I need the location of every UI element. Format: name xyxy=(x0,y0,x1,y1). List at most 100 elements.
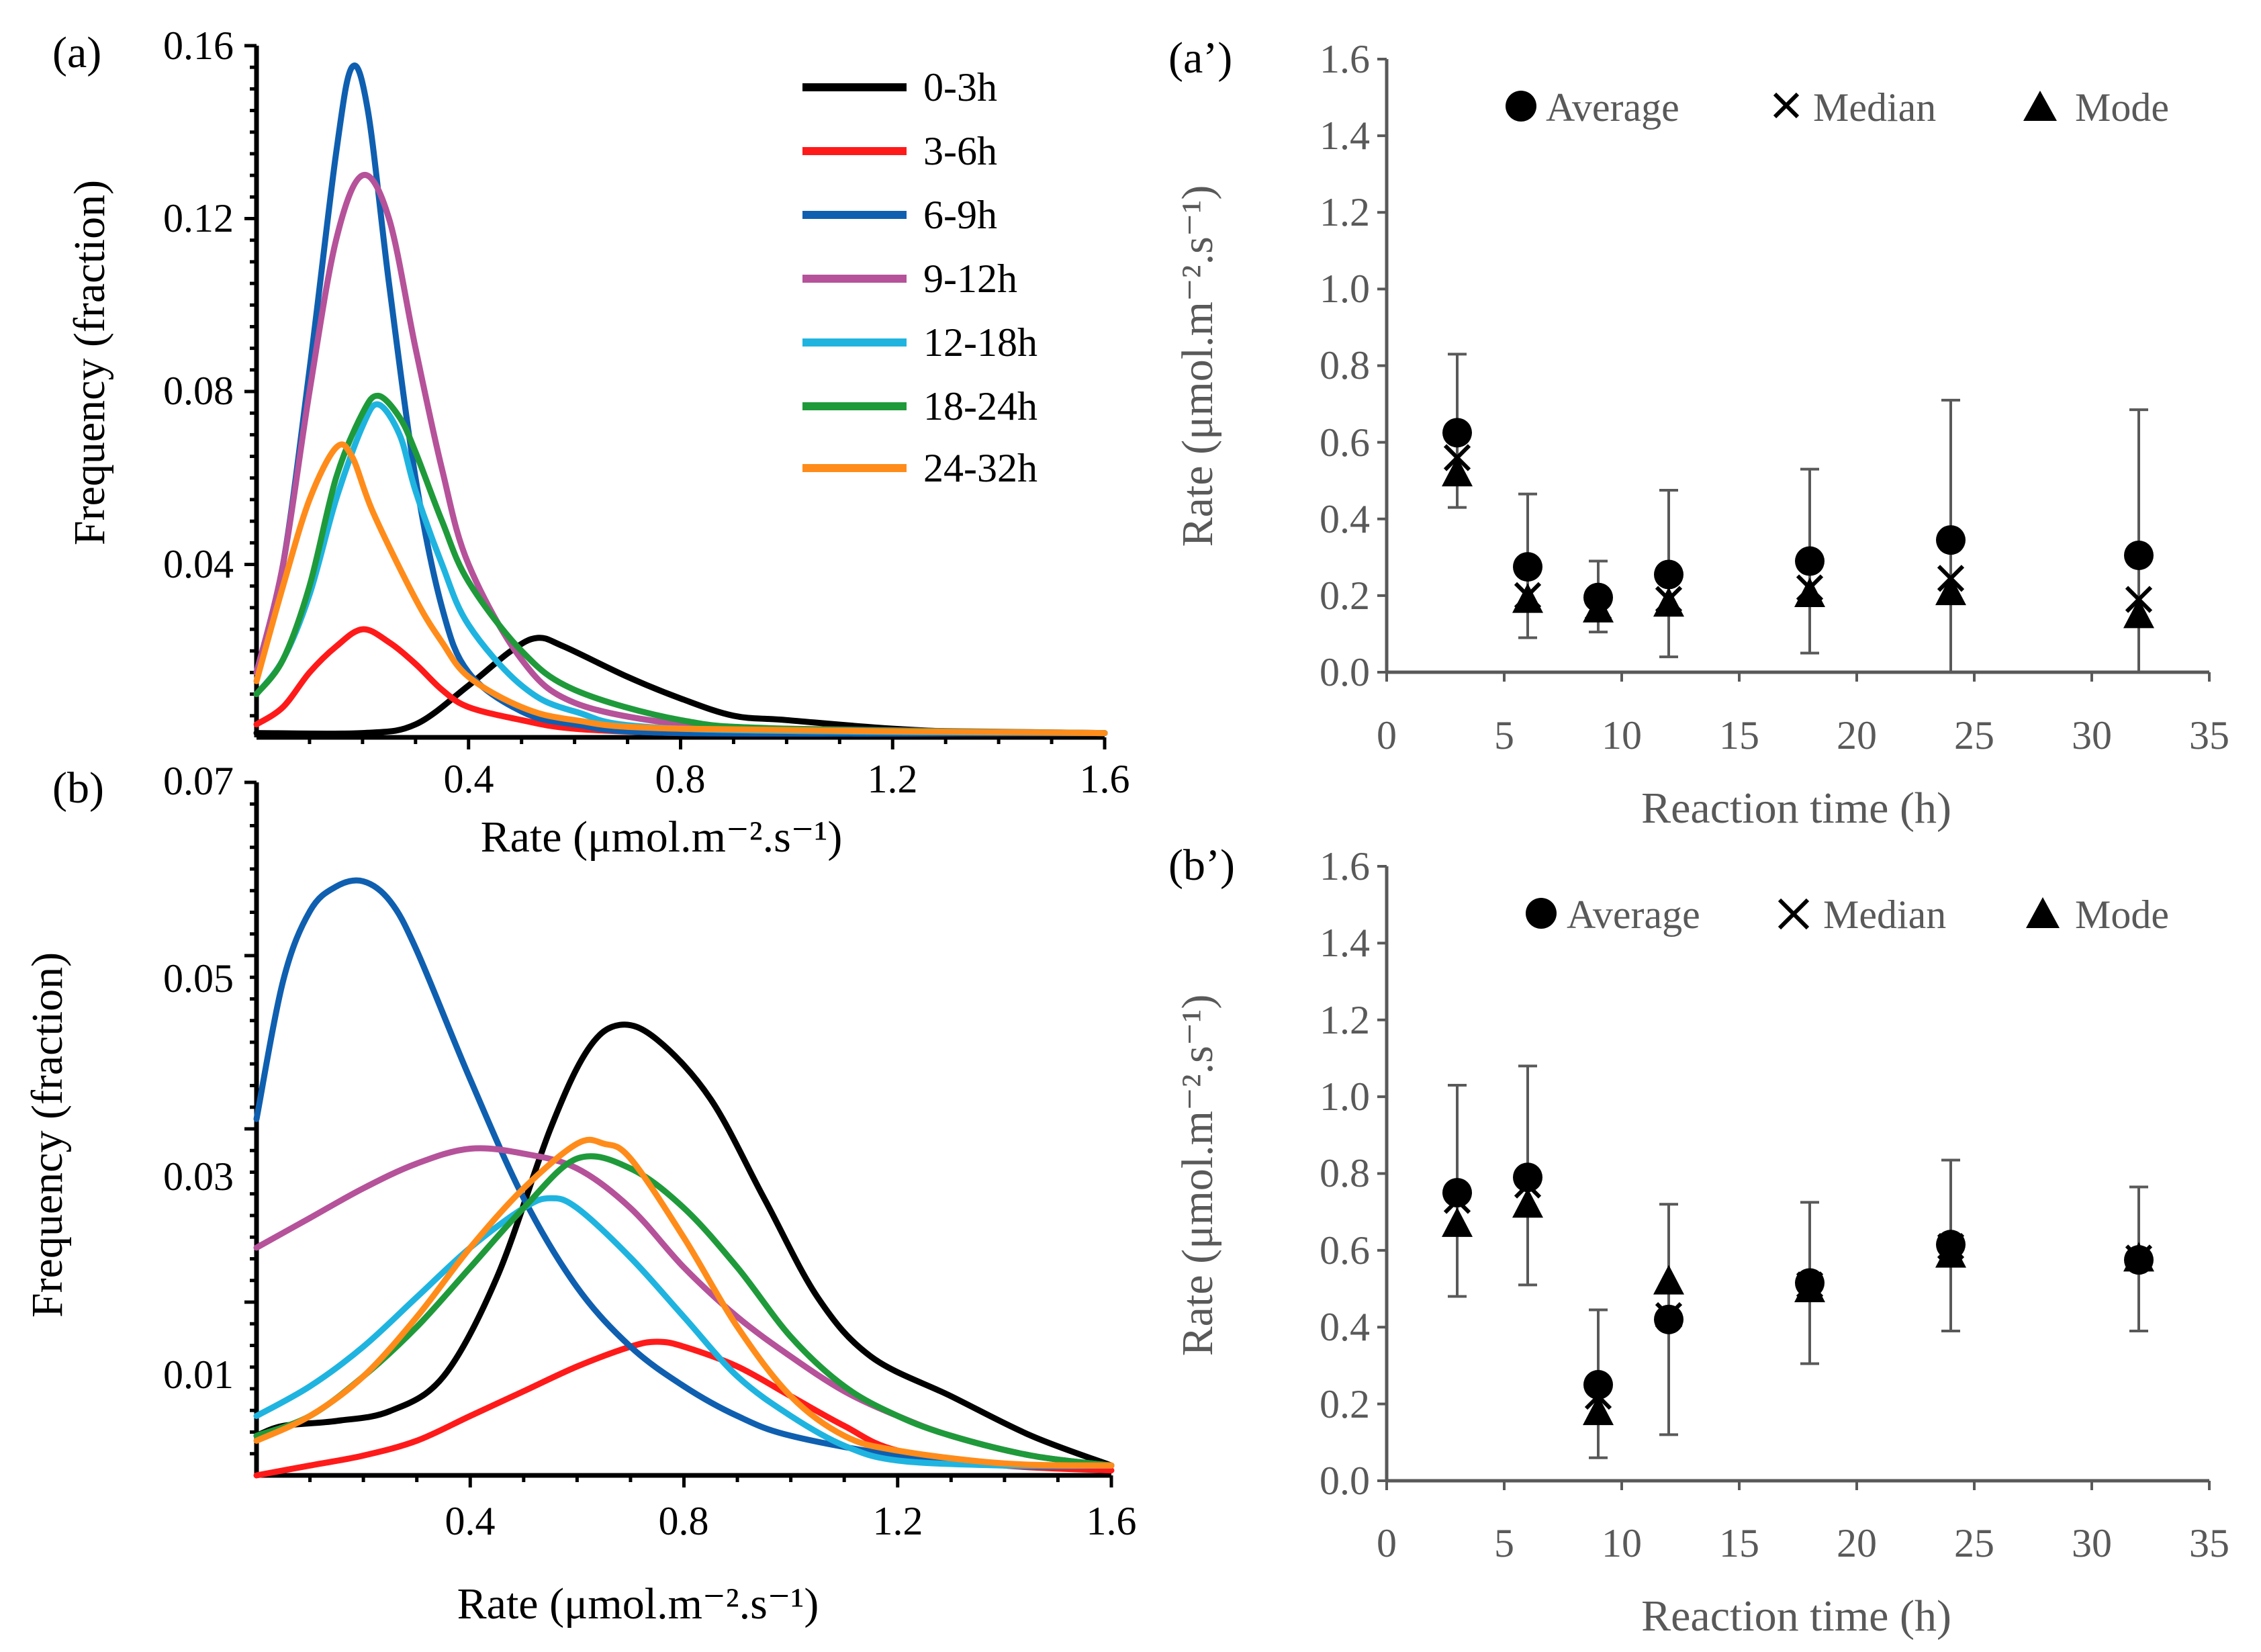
mode-point xyxy=(1583,1395,1614,1426)
panel-a-prime-x-axis-title: Reaction time (h) xyxy=(1641,784,1951,833)
panel-b-prime-ytick-label: 0.4 xyxy=(1320,1305,1370,1349)
average-point xyxy=(1513,552,1542,582)
panel-b-prime-xtick-label: 35 xyxy=(2189,1521,2229,1565)
legend-label-0-3h: 0-3h xyxy=(923,65,997,109)
average-point xyxy=(1936,1230,1966,1260)
panel-b-prime-xtick-label: 10 xyxy=(1602,1521,1642,1565)
mode-point xyxy=(1442,457,1473,487)
mode-point xyxy=(1442,1207,1473,1237)
panel-b-prime-legend: Average Median Mode xyxy=(1526,892,2169,937)
median-point xyxy=(1796,574,1824,602)
panel-a-prime-x-ticks: 0 5 10 15 20 25 30 35 xyxy=(1377,713,2229,758)
panel-b-y-axis-title: Frequency (fraction) xyxy=(23,952,72,1318)
panel-b-label: (b) xyxy=(52,764,104,813)
median-point-stroke xyxy=(1655,586,1683,613)
series-line-6-9h xyxy=(253,62,1108,737)
panel-a-prime: (a’) 0.0 0.2 0.4 0.6 0.8 1.0 1.2 1.4 1.6… xyxy=(1168,34,2229,833)
panel-a-prime-y-ticks: 0.0 0.2 0.4 0.6 0.8 1.0 1.2 1.4 1.6 xyxy=(1320,37,1370,694)
panel-a-ytick-label: 0.08 xyxy=(163,369,234,413)
panel-b-prime-ytick-label: 1.6 xyxy=(1320,844,1370,888)
average-point xyxy=(2124,1245,2154,1275)
median-point-stroke xyxy=(1937,565,1965,592)
average-point xyxy=(1442,1178,1472,1208)
average-point xyxy=(2124,540,2154,570)
mode-point xyxy=(2123,598,2154,629)
panel-a-xtick-label: 1.2 xyxy=(868,757,918,801)
panel-a-prime-ytick-label: 0.2 xyxy=(1320,573,1370,618)
average-point xyxy=(1795,1268,1825,1298)
average-point xyxy=(1513,1162,1542,1193)
average-point xyxy=(1442,418,1472,448)
panel-a-prime-xtick-label: 30 xyxy=(2072,713,2112,758)
legend-median-marker xyxy=(1773,92,1800,119)
panel-a-x-axis-title: Rate (μmol.m⁻².s⁻¹) xyxy=(481,813,843,862)
panel-b-prime-xtick-label: 15 xyxy=(1719,1521,1759,1565)
panel-b-xtick-label: 1.2 xyxy=(873,1499,923,1543)
legend-median-marker xyxy=(1778,898,1810,930)
legend-median-label: Median xyxy=(1813,85,1936,130)
legend-mode-label: Mode xyxy=(2075,85,2169,130)
panel-a: (a) 0.04 0.08 0.12 0.16 0.4 0.8 1.2 1.6 … xyxy=(52,24,1130,862)
median-point-stroke xyxy=(2125,586,2153,613)
panel-a-prime-y-axis-title: Rate (μmol.m⁻².s⁻¹) xyxy=(1173,185,1222,547)
legend-label-6-9h: 6-9h xyxy=(923,193,997,237)
legend-label-12-18h: 12-18h xyxy=(923,320,1037,365)
legend-label-9-12h: 9-12h xyxy=(923,257,1017,301)
average-point xyxy=(1583,582,1613,612)
median-point xyxy=(1655,586,1683,613)
panel-b-prime-series xyxy=(1377,865,2211,1490)
panel-b-x-ticks: 0.4 0.8 1.2 1.6 xyxy=(445,1499,1137,1543)
legend-average-marker xyxy=(1506,91,1536,122)
panel-b-prime-x-axis-title: Reaction time (h) xyxy=(1641,1592,1951,1641)
panel-b-ytick-label: 0.05 xyxy=(163,956,234,1001)
panel-b-prime: (b’) 0.0 0.2 0.4 0.6 0.8 1.0 1.2 1.4 1.6… xyxy=(1168,841,2229,1641)
mode-point xyxy=(1794,578,1825,608)
panel-a-ytick-label: 0.04 xyxy=(163,542,234,586)
series-line-6-9h xyxy=(253,877,1115,1469)
panel-a-prime-ytick-label: 0.6 xyxy=(1320,420,1370,465)
panel-a-label: (a) xyxy=(52,28,101,77)
panel-a-ytick-label: 0.12 xyxy=(163,196,234,240)
average-point xyxy=(1795,546,1825,576)
panel-a-xtick-label: 0.4 xyxy=(444,757,494,801)
panel-a-prime-xtick-label: 20 xyxy=(1837,713,1877,758)
panel-b-prime-x-ticks: 0 5 10 15 20 25 30 35 xyxy=(1377,1521,2229,1565)
average-point xyxy=(1654,559,1683,590)
panel-b-prime-ytick-label: 0.2 xyxy=(1320,1382,1370,1426)
panel-b-prime-xtick-label: 0 xyxy=(1377,1521,1397,1565)
panel-a-prime-ytick-label: 1.2 xyxy=(1320,190,1370,234)
panel-b-xtick-label: 1.6 xyxy=(1087,1499,1137,1543)
median-point xyxy=(1443,444,1471,471)
panel-b: (b) 0.01 0.03 0.05 0.07 0.4 0.8 1.2 1.6 … xyxy=(23,759,1137,1628)
series-line-18-24h xyxy=(253,1153,1115,1469)
panel-a-prime-legend: Average Median Mode xyxy=(1506,85,2169,130)
panel-a-xtick-label: 0.8 xyxy=(655,757,706,801)
panel-a-prime-xtick-label: 10 xyxy=(1602,713,1642,758)
median-point-stroke xyxy=(1514,582,1542,609)
panel-a-prime-ytick-label: 0.8 xyxy=(1320,343,1370,387)
panel-a-prime-xtick-label: 35 xyxy=(2189,713,2229,758)
panel-b-prime-ytick-label: 0.6 xyxy=(1320,1228,1370,1273)
panel-b-xtick-label: 0.4 xyxy=(445,1499,496,1543)
panel-a-prime-ytick-label: 1.6 xyxy=(1320,37,1370,81)
average-point xyxy=(1654,1304,1683,1334)
panel-a-xtick-label: 1.6 xyxy=(1080,757,1130,801)
panel-b-x-axis-title: Rate (μmol.m⁻².s⁻¹) xyxy=(457,1579,819,1628)
panel-a-prime-xtick-label: 15 xyxy=(1719,713,1759,758)
panel-a-legend: 0-3h 3-6h 6-9h 9-12h 12-18h 18-24h 24-32… xyxy=(802,65,1037,490)
series-line-24-32h xyxy=(253,1136,1115,1469)
panel-b-prime-xtick-label: 30 xyxy=(2072,1521,2112,1565)
panel-a-ytick-label: 0.16 xyxy=(163,24,234,68)
median-point-stroke xyxy=(1443,444,1471,471)
legend-average-label: Average xyxy=(1567,892,1700,937)
legend-mode-label: Mode xyxy=(2075,892,2169,937)
median-point xyxy=(1514,582,1542,609)
median-point xyxy=(1937,565,1965,592)
panel-a-prime-xtick-label: 5 xyxy=(1494,713,1514,758)
panel-a-prime-label: (a’) xyxy=(1168,34,1232,83)
panel-a-prime-ytick-label: 1.0 xyxy=(1320,267,1370,311)
series-line-12-18h xyxy=(253,1195,1115,1469)
panel-b-ytick-label: 0.01 xyxy=(163,1352,234,1397)
panel-a-x-ticks: 0.4 0.8 1.2 1.6 xyxy=(444,757,1130,801)
